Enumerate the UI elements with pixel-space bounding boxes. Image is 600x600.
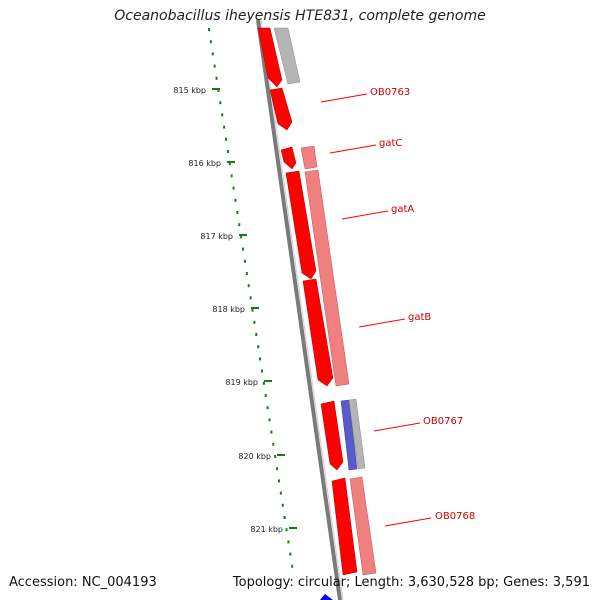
minor-tick (238, 223, 241, 227)
gene-gray-ob0767[interactable] (348, 398, 366, 470)
feature-track (257, 27, 377, 600)
tick-label: 819 kbp (225, 378, 258, 387)
minor-tick (209, 40, 212, 44)
minor-tick (289, 552, 292, 556)
minor-tick (217, 89, 220, 92)
minor-tick (251, 308, 254, 312)
gene-label-gatb[interactable]: gatB (408, 312, 431, 323)
minor-tick (259, 357, 262, 361)
minor-tick (230, 174, 233, 178)
minor-tick (243, 259, 246, 263)
minor-tick (215, 76, 218, 80)
tick-label: 821 kbp (250, 525, 283, 534)
minor-tick (274, 455, 277, 458)
genome-summary: Topology: circular; Length: 3,630,528 bp… (232, 575, 590, 590)
major-tick (239, 234, 247, 236)
major-tick (227, 161, 235, 163)
gene-leader-line (320, 93, 368, 103)
minor-tick (232, 186, 235, 190)
minor-tick (262, 381, 265, 385)
minor-tick (234, 198, 237, 202)
tick-label: 820 kbp (238, 452, 271, 461)
gene-arrow-gatb[interactable] (302, 278, 334, 387)
gene-leader-line (384, 517, 432, 527)
minor-tick (247, 284, 250, 288)
minor-tick (249, 296, 252, 300)
tick-label: 816 kbp (188, 159, 221, 168)
gene-labels: OB0763 gatC gatA gatB OB0767 OB0768 (320, 87, 475, 527)
minor-tick (287, 540, 290, 544)
minor-tick (245, 272, 248, 275)
minor-tick (242, 247, 245, 251)
gene-blue-bottom[interactable] (320, 594, 333, 600)
minor-tick (236, 211, 239, 214)
minor-tick (253, 320, 256, 324)
genome-title: Oceanobacillus iheyensis HTE831, complet… (114, 8, 486, 24)
minor-tick (283, 516, 286, 519)
minor-tick (277, 479, 280, 483)
minor-tick (279, 491, 282, 495)
minor-tick (260, 369, 263, 373)
minor-tick (240, 235, 243, 239)
major-tick (212, 88, 220, 90)
minor-tick (285, 528, 288, 532)
gene-arrow-upper[interactable] (257, 27, 283, 88)
major-tick (264, 380, 272, 382)
backbone-highlight (260, 19, 344, 600)
minor-tick (255, 333, 258, 336)
major-tick (277, 454, 285, 456)
minor-tick (257, 345, 260, 349)
gene-label-ob0767[interactable]: OB0767 (423, 416, 463, 427)
minor-tick (276, 467, 279, 471)
minor-tick (281, 503, 284, 507)
major-tick (251, 307, 259, 309)
gene-leader-line (358, 318, 406, 328)
gene-leader-line (329, 144, 377, 154)
minor-tick (223, 125, 226, 129)
gene-label-gata[interactable]: gatA (391, 204, 414, 215)
backbone (256, 19, 344, 600)
tick-scale: 815 kbp 816 kbp 817 kbp 818 kbp 819 kbp 820 k… (173, 28, 297, 568)
gene-label-ob0763[interactable]: OB0763 (370, 87, 410, 98)
backbone-line (256, 19, 342, 600)
minor-tick (211, 52, 214, 56)
tick-label: 818 kbp (212, 305, 245, 314)
minor-tick (213, 64, 216, 68)
minor-tick (291, 564, 294, 568)
minor-tick (270, 430, 273, 434)
gene-leader-line (341, 210, 389, 220)
minor-tick (272, 442, 275, 446)
gene-arrow-gatc[interactable] (280, 146, 297, 170)
major-tick (289, 527, 297, 529)
minor-tick (228, 162, 231, 166)
gene-gray-upper[interactable] (273, 27, 301, 85)
gene-arrow-ob0768[interactable] (331, 477, 358, 576)
tick-label: 817 kbp (200, 232, 233, 241)
accession-text: Accession: NC_004193 (9, 575, 157, 590)
gene-pink-gata-gatb[interactable] (304, 169, 350, 387)
gene-leader-line (373, 422, 421, 432)
gene-arrow-ob0767[interactable] (320, 400, 344, 471)
gene-arrow-gata[interactable] (285, 170, 317, 280)
gene-label-ob0768[interactable]: OB0768 (435, 511, 475, 522)
minor-tick (225, 137, 228, 141)
gene-pink-gatc[interactable] (300, 145, 318, 170)
minor-tick (208, 28, 210, 31)
minor-tick (266, 406, 269, 410)
gene-label-gatc[interactable]: gatC (379, 138, 402, 149)
tick-label: 815 kbp (173, 86, 206, 95)
minor-tick (221, 113, 224, 117)
minor-tick (264, 394, 267, 397)
minor-tick (219, 101, 222, 105)
minor-tick (268, 418, 271, 422)
gene-arrow-ob0763[interactable] (269, 87, 293, 131)
minor-tick (226, 150, 229, 153)
gene-pink-ob0768[interactable] (349, 476, 377, 576)
gene-blue-ob0767[interactable] (340, 399, 358, 471)
